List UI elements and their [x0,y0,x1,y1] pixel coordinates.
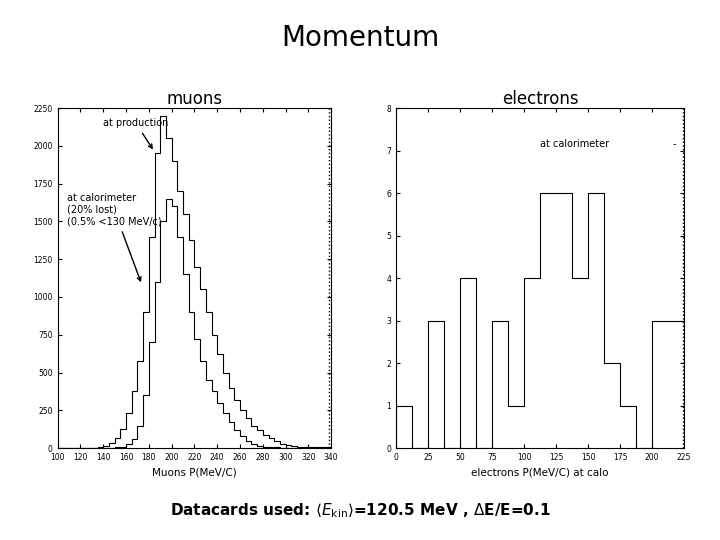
Text: Momentum: Momentum [281,24,439,52]
Text: Datacards used: $\langle E_\mathrm{kin}\rangle$=120.5 MeV , $\Delta$E/E=0.1: Datacards used: $\langle E_\mathrm{kin}\… [170,501,550,519]
Title: muons: muons [166,90,222,108]
Title: electrons: electrons [502,90,578,108]
X-axis label: Muons P(MeV/C): Muons P(MeV/C) [152,468,237,477]
X-axis label: electrons P(MeV/C) at calo: electrons P(MeV/C) at calo [472,468,608,477]
Text: at production: at production [103,118,168,148]
Text: at calorimeter: at calorimeter [540,139,609,148]
Text: -: - [672,139,676,148]
Text: at calorimeter
(20% lost)
(0.5% <130 MeV/c): at calorimeter (20% lost) (0.5% <130 MeV… [67,193,161,281]
